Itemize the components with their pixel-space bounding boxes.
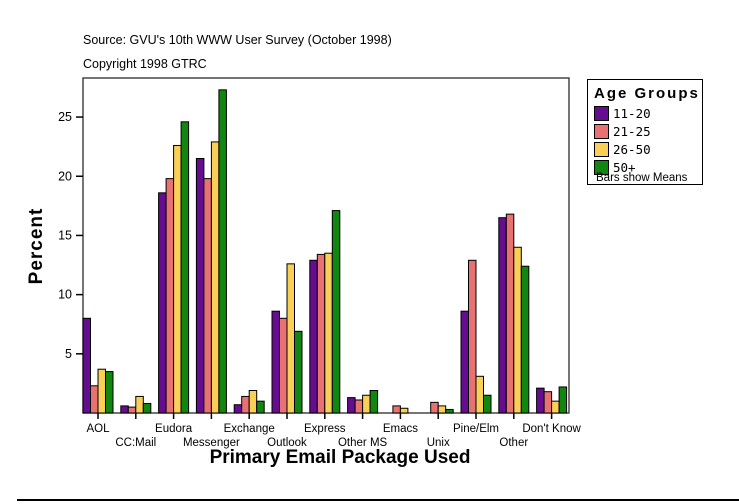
legend-item-11-20: 11-20 [594,106,696,121]
y-tick-label: 15 [58,228,72,242]
bar-CC:Mail-21-25 [127,406,137,414]
legend-items: 11-20 21-25 26-50 50+ [594,106,696,175]
bar-Messenger-21-25 [203,178,212,414]
x-category-label: Pine/Elm [453,423,499,435]
bar-AOL-26-50 [97,368,106,414]
bar-Eudora-50+ [180,121,190,414]
bar-Pine/Elm-26-50 [475,375,484,414]
bar-Other-11-20 [498,217,507,414]
bar-Don't Know-21-25 [543,391,553,414]
bar-Exchange-21-25 [241,395,250,414]
legend-swatch-21-25 [594,124,609,139]
source-caption: Source: GVU's 10th WWW User Survey (Octo… [83,33,392,47]
bar-Unix-21-25 [430,401,439,414]
bottom-divider [17,499,739,501]
x-category-label: Other MS [338,437,388,449]
x-axis-title: Primary Email Package Used [210,447,471,468]
y-axis-title: Percent [26,208,47,285]
x-category-label: CC:Mail [115,437,156,449]
bar-AOL-11-20 [82,317,91,414]
x-category-label: Unix [427,437,450,449]
bar-Other-21-25 [505,213,515,414]
bar-Outlook-50+ [294,330,303,414]
bar-Outlook-11-20 [271,310,280,414]
legend-item-26-50: 26-50 [594,142,696,157]
x-category-label: Eudora [155,423,193,435]
bar-Exchange-11-20 [233,404,243,414]
legend-label: 26-50 [613,142,651,157]
bar-Exchange-50+ [256,400,265,414]
legend-label: 21-25 [613,124,651,139]
bar-AOL-50+ [105,371,114,414]
bar-Outlook-21-25 [279,317,288,414]
bar-Other MS-11-20 [347,397,356,414]
bar-Unix-26-50 [437,405,447,414]
bar-Other MS-50+ [369,390,379,414]
bar-CC:Mail-50+ [142,403,152,414]
legend-note: Bars show Means [596,172,688,184]
bar-Other MS-21-25 [354,399,364,414]
y-tick-label: 25 [58,110,72,124]
x-category-label: Other [499,437,528,449]
x-category-label: Exchange [224,423,275,435]
bar-Express-50+ [331,210,341,414]
bar-Outlook-26-50 [286,263,295,414]
x-category-label: Outlook [267,437,307,449]
x-category-label: Messenger [183,437,240,449]
bar-Express-21-25 [316,253,326,414]
legend-swatch-50+ [594,160,609,175]
bar-Eudora-11-20 [158,192,167,414]
bar-Other MS-26-50 [362,394,371,414]
x-category-label: Express [304,423,346,435]
bar-Unix-50+ [445,408,454,414]
bar-AOL-21-25 [90,385,99,414]
legend-label: 50+ [613,160,636,175]
bar-Express-11-20 [309,259,318,414]
legend-swatch-26-50 [594,142,609,157]
y-tick-label: 20 [58,169,72,183]
bar-Messenger-11-20 [195,157,205,414]
copyright-caption: Copyright 1998 GTRC [83,57,207,71]
bar-Eudora-26-50 [173,144,182,414]
bar-Express-26-50 [324,252,333,414]
x-category-label: Don't Know [522,423,581,435]
bar-Messenger-50+ [218,89,227,414]
legend-item-21-25: 21-25 [594,124,696,139]
legend-swatch-11-20 [594,106,609,121]
bar-Emacs-26-50 [399,407,409,414]
bar-Pine/Elm-11-20 [460,310,469,414]
bar-Pine/Elm-50+ [483,394,492,414]
bar-Other-50+ [520,265,530,414]
legend-title: Age Groups [594,85,700,102]
bar-Don't Know-50+ [558,386,568,414]
bar-Pine/Elm-21-25 [468,259,477,414]
bar-Other-26-50 [513,246,522,414]
bar-Emacs-21-25 [392,405,401,414]
bar-CC:Mail-11-20 [120,405,129,414]
bar-CC:Mail-26-50 [135,395,144,414]
bar-Exchange-26-50 [248,390,258,414]
bar-Eudora-21-25 [165,178,175,414]
bar-Messenger-26-50 [210,141,220,414]
x-category-label: AOL [86,423,110,435]
legend-item-50+: 50+ [594,160,696,175]
legend-label: 11-20 [613,106,651,121]
y-tick-label: 5 [65,347,72,361]
y-tick-label: 10 [58,288,72,302]
bar-Don't Know-26-50 [551,400,560,414]
bar-Don't Know-11-20 [536,387,545,414]
legend: Age Groups 11-20 21-25 26-50 50+ [587,79,703,185]
x-category-label: Emacs [383,423,418,435]
